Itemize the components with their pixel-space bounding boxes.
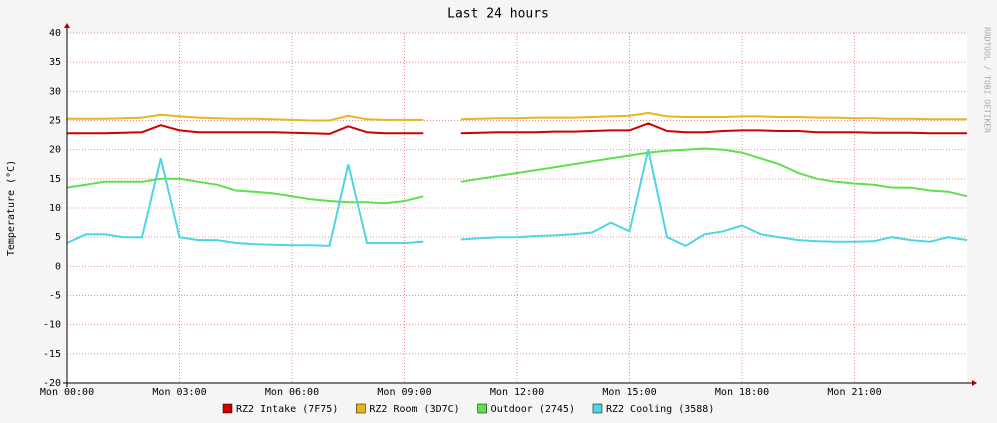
y-tick-label: 15 <box>49 174 61 185</box>
y-tick-label: -20 <box>43 378 61 389</box>
y-tick-label: 20 <box>49 145 61 156</box>
y-tick-label: 5 <box>55 232 61 243</box>
legend-swatch <box>592 403 603 414</box>
legend-label: RZ2 Cooling (3588) <box>606 404 714 415</box>
series-line <box>67 122 967 135</box>
x-tick-label: Mon 09:00 <box>377 387 431 398</box>
legend-label: RZ2 Room (3D7C) <box>369 404 459 415</box>
watermark: RRDTOOL / TOBI OETIKER <box>983 27 992 133</box>
lines <box>66 111 968 248</box>
legend-label: RZ2 Intake (7F75) <box>236 404 338 415</box>
y-tick-label: 0 <box>55 261 61 272</box>
y-tick-label: -5 <box>49 291 61 302</box>
x-tick-label: Mon 03:00 <box>152 387 206 398</box>
x-tick-label: Mon 00:00 <box>40 387 94 398</box>
y-tick-label: -10 <box>43 320 61 331</box>
y-tick-label: 35 <box>49 57 61 68</box>
series-line <box>67 111 967 122</box>
legend-swatch <box>477 403 487 414</box>
y-axis-arrow <box>64 23 70 28</box>
x-tick-label: Mon 21:00 <box>827 387 881 398</box>
x-axis-arrow <box>972 380 977 386</box>
y-axis-label: Temperature (°C) <box>6 160 17 256</box>
legend-swatch <box>222 403 233 414</box>
chart-title: Last 24 hours <box>447 7 549 22</box>
y-tick-label: -15 <box>43 349 61 360</box>
y-tick-label: 25 <box>49 116 61 127</box>
legend-label: Outdoor (2745) <box>491 404 575 415</box>
legend: RZ2 Intake (7F75) RZ2 Room (3D7C) Outdoor … <box>222 403 714 415</box>
x-tick-label: Mon 18:00 <box>715 387 769 398</box>
y-tick-label: 10 <box>49 203 61 214</box>
y-tick-label: 30 <box>49 86 61 97</box>
series-line <box>66 147 968 205</box>
legend-swatch <box>356 403 366 414</box>
x-tick-label: Mon 12:00 <box>490 387 544 398</box>
series-line <box>66 149 968 248</box>
y-tick-label: 40 <box>49 28 61 39</box>
x-tick-label: Mon 15:00 <box>602 387 656 398</box>
x-tick-label: Mon 06:00 <box>265 387 319 398</box>
